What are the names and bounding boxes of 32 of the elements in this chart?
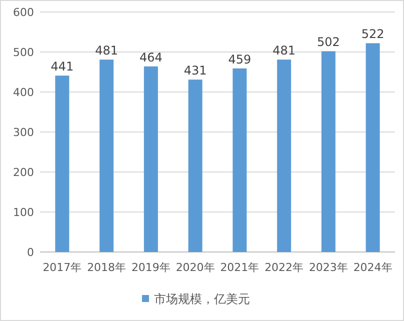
x-tick-label: 2019年 <box>131 261 170 274</box>
bar <box>55 76 70 252</box>
data-label: 459 <box>228 52 252 66</box>
y-tick-label: 200 <box>13 166 34 179</box>
x-tick-label: 2020年 <box>176 261 215 274</box>
data-label: 481 <box>95 44 118 58</box>
y-tick-label: 100 <box>13 206 34 219</box>
x-tick-label: 2017年 <box>42 261 82 274</box>
bar <box>188 80 202 252</box>
y-tick-label: 300 <box>13 126 34 139</box>
bar <box>100 60 114 252</box>
y-tick-label: 500 <box>13 46 34 59</box>
bar <box>366 43 380 252</box>
data-label: 431 <box>184 64 207 78</box>
data-label: 502 <box>316 35 340 50</box>
x-tick-label: 2018年 <box>87 261 126 274</box>
bar <box>232 68 247 252</box>
x-tick-label: 2021年 <box>220 261 260 274</box>
y-tick-label: 400 <box>13 86 34 99</box>
legend-label: 市场规模，亿美元 <box>154 292 250 306</box>
y-tick-label: 600 <box>13 6 34 19</box>
bar <box>321 51 336 252</box>
y-tick-label: 0 <box>27 246 34 259</box>
data-label: 441 <box>50 60 74 74</box>
bar <box>144 66 158 252</box>
data-label: 464 <box>139 50 162 64</box>
x-tick-label: 2022年 <box>264 261 304 274</box>
data-label: 481 <box>272 44 296 58</box>
bar <box>277 60 292 252</box>
x-tick-label: 2024年 <box>353 261 392 274</box>
data-label: 522 <box>361 27 384 42</box>
x-tick-label: 2023年 <box>308 261 348 274</box>
